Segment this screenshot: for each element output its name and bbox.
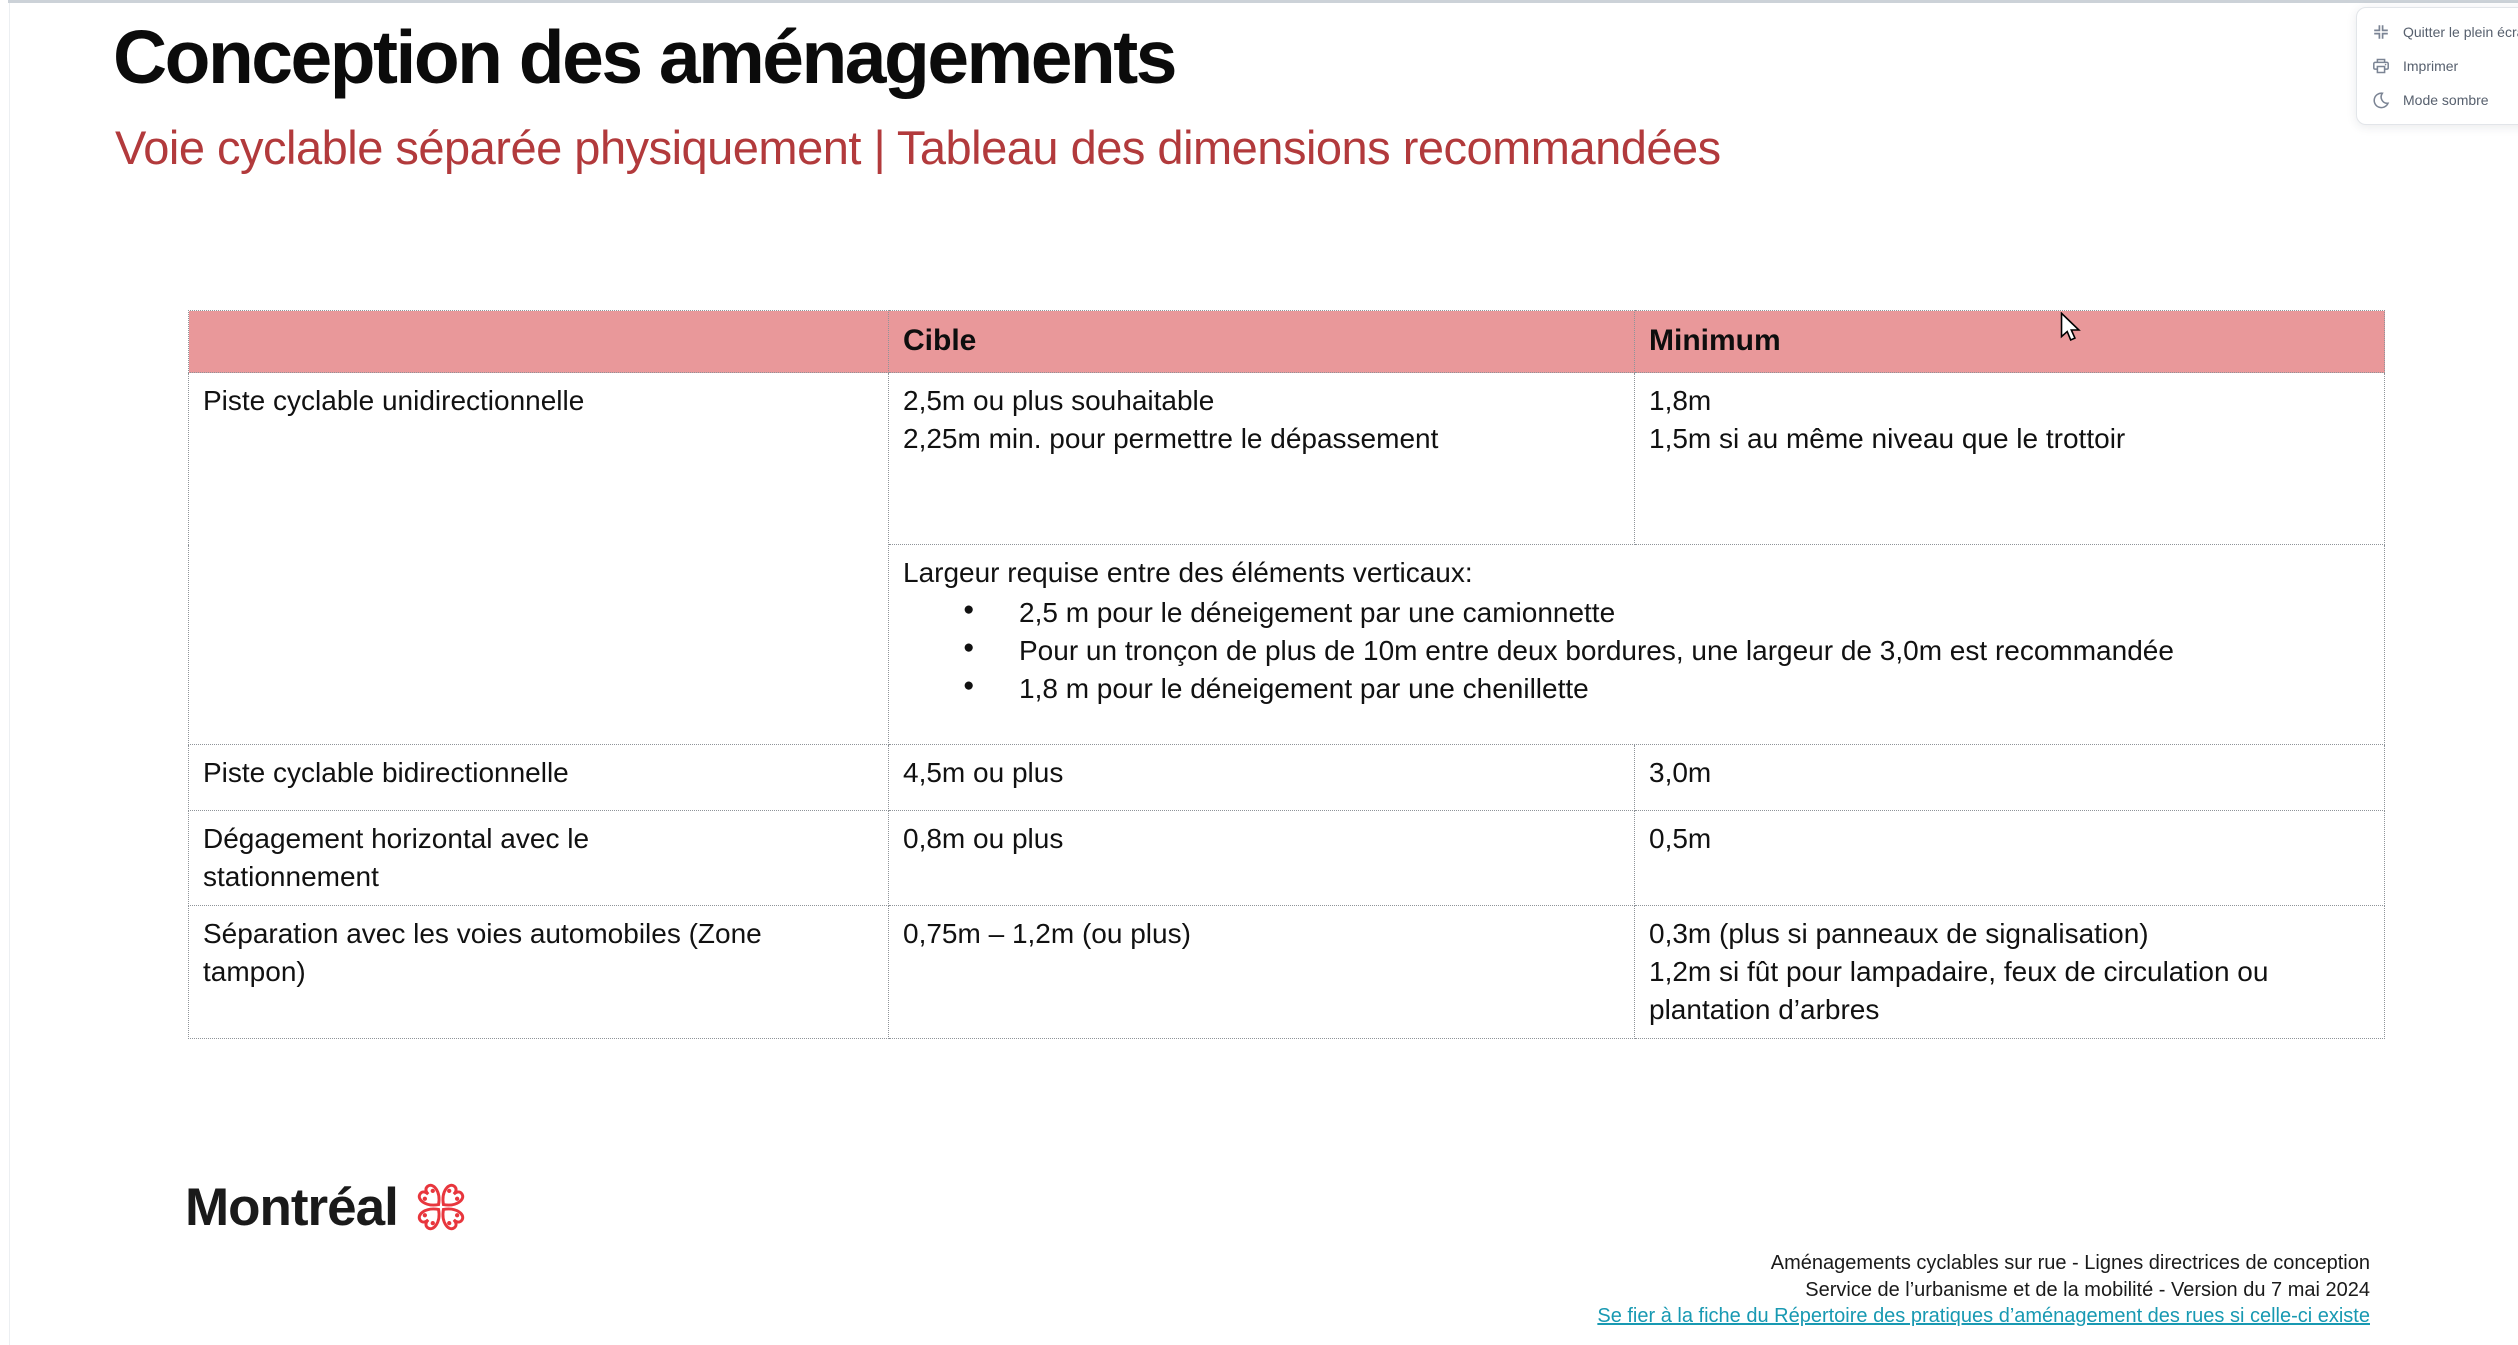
- header-cell-cible: Cible: [888, 310, 1635, 373]
- menu-item-label: Quitter le plein écran: [2403, 24, 2518, 40]
- page-top-edge: [8, 0, 2518, 3]
- row-label: Séparation avec les voies automobiles (Z…: [203, 918, 762, 988]
- credits-line-1: Aménagements cyclables sur rue - Lignes …: [1770, 1252, 2370, 1274]
- header-cell-empty: [188, 310, 889, 373]
- page-left-edge: [9, 3, 10, 1345]
- table-row: Séparation avec les voies automobiles (Z…: [188, 905, 2385, 1040]
- minimum-line: 1,2m si fût pour lampadaire, feux de cir…: [1649, 956, 2269, 1026]
- moon-icon: [2373, 92, 2390, 109]
- cell-minimum-bidirectionnelle: 3,0m: [1634, 744, 2385, 811]
- table-row: Largeur requise entre des éléments verti…: [189, 544, 2385, 745]
- bullet-list: 2,5 m pour le déneigement par une camion…: [903, 594, 2370, 708]
- cell-largeur-requise: Largeur requise entre des éléments verti…: [888, 544, 2385, 745]
- cible-line: 2,5m ou plus souhaitable: [903, 385, 1215, 416]
- cell-label-bidirectionnelle: Piste cyclable bidirectionnelle: [188, 744, 889, 811]
- montreal-wordmark: Montréal: [185, 1177, 399, 1237]
- menu-item-label: Imprimer: [2403, 58, 2459, 74]
- minimum-line: 1,5m si au même niveau que le trottoir: [1649, 423, 2126, 455]
- minimum-line: 1,8m: [1649, 385, 1712, 416]
- table-header-row: Cible Minimum: [188, 310, 2385, 373]
- table-row: Piste cyclable bidirectionnelle 4,5m ou …: [188, 744, 2385, 811]
- repertoire-link[interactable]: Se fier à la fiche du Répertoire des pra…: [1597, 1305, 2370, 1327]
- cell-minimum-degagement: 0,5m: [1634, 809, 2385, 907]
- credits-line-2: Service de l’urbanisme et de la mobilité…: [1805, 1278, 2370, 1301]
- cell-cible-separation: 0,75m – 1,2m (ou plus): [888, 905, 1635, 1040]
- table-row: Dégagement horizontal avec le stationnem…: [188, 809, 2385, 907]
- cell-label-unidirectionnelle: Piste cyclable unidirectionnelle: [188, 372, 889, 745]
- cell-cible-bidirectionnelle: 4,5m ou plus: [888, 744, 1635, 811]
- row-label: Piste cyclable unidirectionnelle: [203, 385, 585, 416]
- montreal-rosette-icon: [417, 1183, 465, 1231]
- menu-item-exit-fullscreen[interactable]: Quitter le plein écran: [2357, 15, 2518, 49]
- page-title: Conception des aménagements: [113, 15, 1177, 99]
- row-label: Piste cyclable bidirectionnelle: [203, 757, 569, 788]
- menu-item-print[interactable]: Imprimer: [2357, 49, 2518, 83]
- cell-label-separation: Séparation avec les voies automobiles (Z…: [188, 905, 889, 1040]
- menu-item-label: Mode sombre: [2403, 92, 2489, 108]
- page-subtitle: Voie cyclable séparée physiquement | Tab…: [115, 121, 1721, 174]
- fullscreen-menu: Quitter le plein écran Imprimer Mode som…: [2356, 7, 2518, 125]
- cell-cible-unidirectionnelle: 2,5m ou plus souhaitable 2,25m min. pour…: [888, 372, 1635, 545]
- cell-label-degagement: Dégagement horizontal avec le stationnem…: [188, 809, 889, 907]
- mouse-cursor: [2060, 312, 2081, 341]
- merged-cell-intro: Largeur requise entre des éléments verti…: [903, 557, 1473, 588]
- dimensions-table: Cible Minimum Piste cyclable unidirectio…: [188, 310, 2385, 1040]
- minimum-line: 0,3m (plus si panneaux de signalisation): [1649, 918, 2149, 950]
- cible-line: 2,25m min. pour permettre le dépassement: [903, 423, 1439, 455]
- table-row: Piste cyclable unidirectionnelle 2,5m ou…: [188, 372, 2385, 745]
- bullet-item: 1,8 m pour le déneigement par une chenil…: [903, 670, 2370, 708]
- cell-minimum-unidirectionnelle: 1,8m 1,5m si au même niveau que le trott…: [1634, 372, 2385, 545]
- menu-item-dark-mode[interactable]: Mode sombre: [2357, 83, 2518, 117]
- row-label: Dégagement horizontal avec le stationnem…: [203, 823, 590, 893]
- header-cell-minimum: Minimum: [1634, 310, 2385, 373]
- cell-cible-degagement: 0,8m ou plus: [888, 809, 1635, 907]
- cell-minimum-separation: 0,3m (plus si panneaux de signalisation)…: [1634, 905, 2385, 1040]
- exit-fullscreen-icon: [2374, 25, 2388, 39]
- printer-icon: [2373, 58, 2389, 74]
- footer-credits: Aménagements cyclables sur rue - Lignes …: [1597, 1250, 2370, 1330]
- bullet-item: 2,5 m pour le déneigement par une camion…: [903, 594, 2370, 632]
- montreal-logo: Montréal: [185, 1176, 472, 1238]
- bullet-item: Pour un tronçon de plus de 10m entre deu…: [903, 632, 2370, 670]
